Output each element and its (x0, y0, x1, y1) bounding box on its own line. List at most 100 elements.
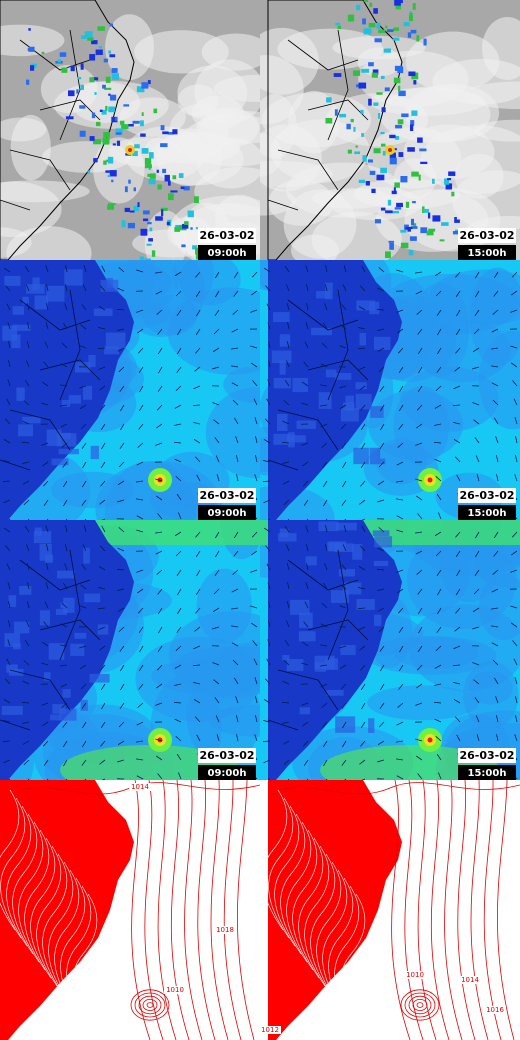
cloud-top (127, 222, 136, 229)
wind-arrow (5, 418, 11, 425)
cloud-top (94, 77, 97, 81)
cloud-top (380, 207, 386, 211)
wind-arrow (262, 480, 271, 483)
borders (267, 549, 369, 731)
wind-arrow (514, 474, 518, 482)
wind-arrow (97, 347, 106, 350)
wind-arrow (476, 474, 480, 482)
wind-arrow (321, 442, 328, 448)
cloud-top (326, 97, 332, 103)
wind-arrow (263, 699, 271, 704)
cloud-top (334, 109, 338, 116)
wind-arrow (510, 345, 518, 349)
cloud-top (393, 27, 399, 31)
cloud-top (405, 201, 410, 208)
wind-arrow (22, 461, 30, 464)
wind-arrow (8, 601, 11, 609)
cloud-top (144, 164, 152, 169)
wind-arrow (455, 716, 461, 723)
wind-arrow (63, 322, 68, 330)
wind-arrow (305, 322, 309, 330)
wind-arrow (341, 759, 347, 766)
cloud-top (409, 124, 414, 132)
wind-arrow (263, 759, 271, 764)
wind-arrow (434, 404, 442, 409)
cloud-top (153, 108, 158, 114)
wind-arrow (196, 474, 201, 482)
wind-arrow (6, 563, 11, 571)
wind-arrow (175, 385, 182, 392)
wind-arrow (214, 437, 220, 444)
wind-arrow (287, 778, 290, 780)
wind-arrow (42, 641, 49, 647)
wind-arrow (81, 304, 87, 311)
wind-arrow (231, 607, 239, 610)
wind-arrow (492, 569, 499, 575)
map-panel: 26-03-02 15:00h (260, 0, 520, 260)
cloud-top (29, 65, 35, 71)
wind-arrow (26, 563, 30, 571)
wind-arrow (286, 620, 290, 628)
cloud-top (380, 131, 385, 135)
wind-arrow (286, 563, 290, 571)
wind-arrow (136, 309, 144, 313)
wind-arrow (396, 529, 404, 533)
wind-arrow (283, 400, 290, 406)
wind-arrow (157, 385, 163, 393)
wind-arrow (43, 740, 49, 747)
cloud-top (412, 201, 416, 204)
wind-arrow (8, 778, 11, 780)
wind-arrow (212, 607, 220, 613)
wind-arrow (81, 442, 87, 449)
cloud-top (394, 65, 403, 71)
wind-arrow (360, 683, 366, 691)
cloud-top (387, 199, 392, 206)
land-patch (58, 448, 80, 455)
cloud-top (111, 116, 118, 123)
cloud-top (392, 37, 400, 41)
isobar (210, 780, 229, 1040)
wind-arrow (101, 518, 106, 520)
wind-arrow (435, 476, 442, 482)
cloud-top (427, 212, 431, 219)
wind-arrow (174, 404, 182, 409)
wind-arrow (325, 265, 328, 273)
cloud-top (109, 54, 116, 58)
wind-arrow (285, 544, 290, 552)
cloud-top (128, 124, 134, 127)
land-patch (355, 382, 367, 390)
low-contour (138, 995, 162, 1015)
land-patch (106, 277, 114, 288)
wind-arrow (250, 605, 258, 609)
wind-arrow (100, 683, 106, 691)
wind-arrow (80, 423, 87, 430)
land-contour (340, 893, 366, 1035)
wind-arrow (60, 683, 68, 688)
land-patch (59, 708, 77, 721)
wind-arrow (234, 417, 239, 425)
cloud (463, 81, 520, 110)
wind-arrow (495, 436, 499, 444)
isobar (470, 780, 489, 1040)
wind-arrow (396, 740, 404, 743)
wind-arrow (194, 626, 201, 632)
cloud-top (108, 106, 115, 113)
cloud-top (132, 150, 138, 157)
wind-arrow (396, 775, 404, 780)
wind-arrow (195, 716, 201, 723)
cloud (268, 179, 334, 226)
low-contour (408, 995, 432, 1015)
isobar (444, 780, 463, 1040)
wind-arrow (23, 660, 30, 666)
wind-arrow (284, 379, 290, 387)
wind-arrow (438, 772, 442, 780)
wind-arrow (119, 645, 125, 652)
wind-arrow (138, 347, 144, 354)
wind-arrow (265, 545, 271, 552)
wind-arrow (283, 499, 290, 506)
cloud (311, 211, 402, 260)
land-patch (373, 614, 382, 627)
wind-arrow (397, 442, 404, 448)
time-box (458, 765, 516, 780)
wind-arrow (192, 664, 201, 667)
